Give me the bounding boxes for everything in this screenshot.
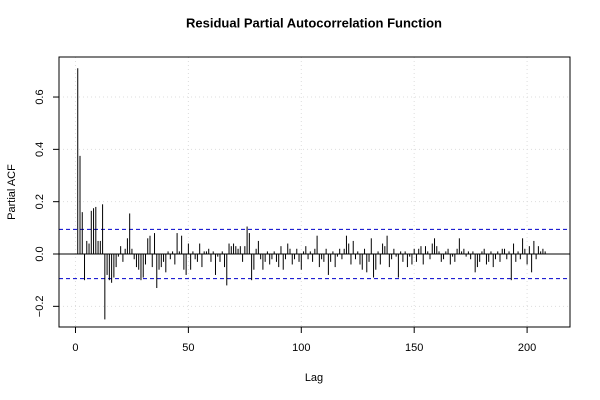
- y-tick-label: 0.0: [34, 246, 46, 261]
- x-tick-label: 0: [72, 342, 78, 354]
- chart-title: Residual Partial Autocorrelation Functio…: [186, 15, 442, 30]
- x-tick-label: 200: [518, 342, 536, 354]
- x-axis-label: Lag: [305, 372, 323, 384]
- x-tick-label: 50: [182, 342, 194, 354]
- x-tick-label: 100: [292, 342, 310, 354]
- y-tick-label: 0.2: [34, 194, 46, 209]
- y-tick-label: 0.4: [34, 142, 46, 157]
- y-axis-label: Partial ACF: [6, 164, 18, 220]
- plot-frame: [58, 56, 571, 328]
- x-tick-label: 150: [405, 342, 423, 354]
- y-tick-label: −0.2: [34, 295, 46, 317]
- y-tick-label: 0.6: [34, 89, 46, 104]
